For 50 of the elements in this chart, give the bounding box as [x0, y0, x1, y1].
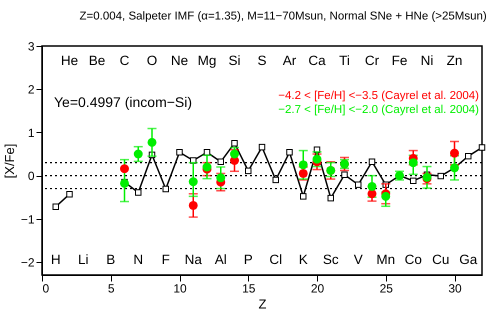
- x-axis-title: Z: [258, 296, 267, 312]
- annotation: V: [354, 252, 363, 267]
- x-tick-label: 20: [310, 282, 324, 296]
- annotation: Li: [78, 252, 89, 267]
- annotation: F: [162, 252, 170, 267]
- annotation: K: [298, 252, 308, 267]
- y-tick-label: −1: [20, 212, 35, 226]
- x-tick-label: 5: [108, 282, 115, 296]
- x-tick-label: 30: [448, 282, 462, 296]
- text: −2.7 < [Fe/H] <−2.0 (Cayrel et al. 2004): [278, 104, 480, 116]
- y-tick-label: 1: [28, 126, 35, 140]
- annotation: Sc: [322, 252, 339, 267]
- annotation: Ca: [308, 53, 326, 68]
- y-axis-title: [X/Fe]: [2, 144, 17, 178]
- annotation: S: [257, 53, 267, 68]
- annotation: Cu: [432, 252, 450, 267]
- annotation: Mg: [198, 53, 216, 68]
- annotation: Si: [228, 53, 241, 68]
- annotation: Cr: [364, 53, 380, 68]
- annotation: Mn: [376, 252, 396, 267]
- annotation: Co: [404, 252, 422, 267]
- annotation: Ye=0.4997 (incom−Si): [54, 94, 192, 110]
- y-tick-label: −2: [20, 256, 35, 270]
- y-tick-label: 0: [28, 169, 35, 184]
- annotation: P: [244, 252, 253, 267]
- annotation: Na: [184, 252, 202, 267]
- y-tick-label: 3: [28, 40, 35, 54]
- annotation: Al: [214, 252, 227, 267]
- annotation: Zn: [446, 53, 462, 68]
- annotation: H: [50, 252, 61, 267]
- annotation: Ti: [339, 53, 350, 68]
- annotation: B: [106, 252, 116, 267]
- x-tick-label: 0: [42, 282, 50, 296]
- annotation: Cl: [269, 252, 282, 267]
- annotation: Ne: [170, 53, 188, 68]
- text: −4.2 < [Fe/H] <−3.5 (Cayrel et al. 2004): [278, 90, 480, 102]
- annotation: Ar: [282, 53, 297, 68]
- annotation: N: [133, 252, 144, 267]
- annotation: Be: [88, 53, 106, 68]
- x-tick-label: 25: [380, 282, 394, 296]
- y-tick-label: 2: [28, 82, 35, 97]
- annotation: Ni: [420, 53, 434, 68]
- annotation: C: [120, 53, 130, 68]
- annotation: He: [60, 53, 78, 68]
- annotation: Fe: [392, 53, 408, 68]
- chart-title: Z=0.004, Salpeter IMF (α=1.35), M=11−70Msun, Normal SNe + HNe (>25Msun): [80, 10, 487, 22]
- annotation: Ga: [459, 252, 478, 267]
- x-tick-label: 10: [173, 282, 187, 296]
- x-tick-label: 15: [242, 282, 256, 296]
- annotation: O: [146, 53, 158, 68]
